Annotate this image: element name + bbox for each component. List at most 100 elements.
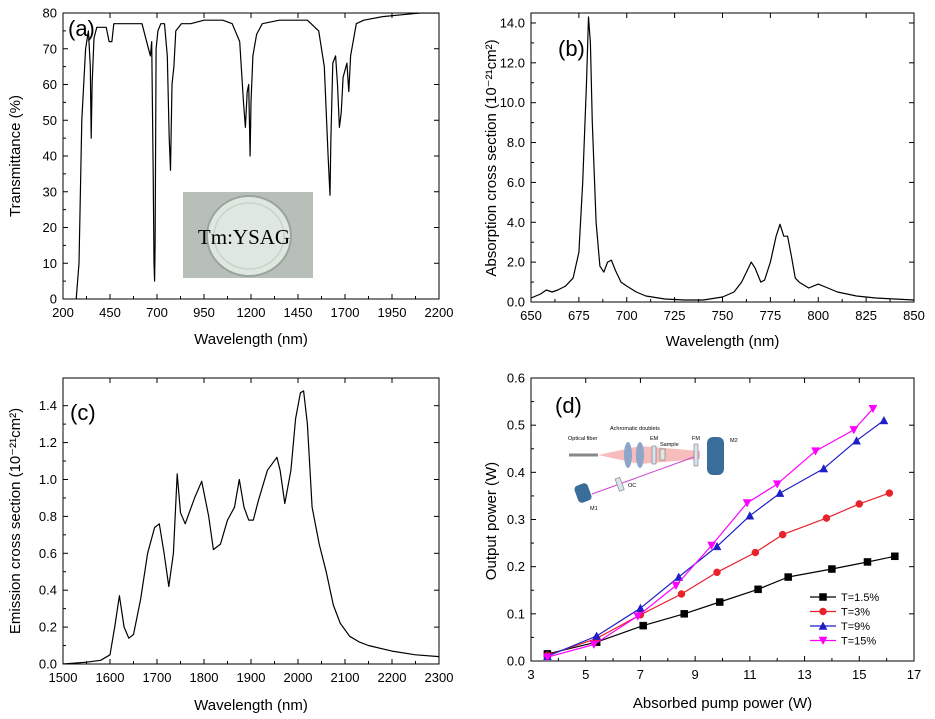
x-tick-label: 17 [907,667,921,682]
setup-label: M2 [730,438,738,444]
data-point [811,447,820,456]
data-point [754,585,762,594]
crystal-disk [206,195,292,277]
y-tick-label: 0.4 [507,465,525,480]
x-tick-label: 1450 [284,305,313,320]
legend-entry: T=1.5% [841,592,879,604]
y-tick-label: 1.4 [39,398,57,413]
y-tick-label: 6.0 [507,175,525,190]
m2-mirror [707,437,724,475]
lens-1 [624,442,632,468]
x-axis-label: Wavelength (nm) [666,333,780,350]
series-line-2 [547,492,890,656]
crystal-label: Tm:YSAG [198,225,290,249]
data-point [592,631,602,640]
legend-marker [819,593,827,601]
y-tick-label: 0.6 [39,546,57,561]
y-tick-label: 8.0 [507,135,525,150]
data-point [639,621,647,630]
data-point [828,565,836,573]
x-tick-label: 15 [852,667,866,682]
legend-marker [819,607,827,616]
fm-mirror [693,443,699,467]
setup-label: M1 [590,506,598,512]
plot-frame [530,377,915,662]
x-tick-label: 2300 [425,670,454,685]
data-point [707,541,716,550]
y-axis-label: Transmittance (%) [7,95,24,217]
x-tick-label: 850 [903,308,925,323]
legend-entry: T=3% [841,607,870,619]
x-tick-label: 3 [527,667,534,682]
x-tick-label: 675 [568,308,590,323]
y-tick-label: 0.3 [507,512,525,527]
y-tick-label: 50 [43,113,57,128]
data-point [712,541,722,551]
series-line-1 [75,13,439,299]
chart-panel-4: 3 5 7 9 11 13 15 17 0.0 0.1 0.2 0.3 0.4 0.5 0.6 Absorbe… [483,371,921,713]
x-tick-label: 2000 [284,670,313,685]
x-tick-label: 825 [855,308,877,323]
x-tick-label: 7 [637,667,644,682]
setup-label: EM [650,436,659,442]
setup-label: Optical fiber [568,436,598,442]
y-tick-label: 0.4 [39,583,57,598]
data-point [589,640,599,650]
x-tick-label: 2200 [378,670,407,685]
data-point [819,464,829,473]
setup-label: Sample [660,442,679,448]
x-tick-label: 13 [797,667,811,682]
y-tick-label: 10 [43,256,57,271]
x-tick-label: 5 [582,667,589,682]
y-tick-label: 0.2 [507,559,525,574]
y-tick-label: 2.0 [507,255,525,270]
sample-crystal [659,448,666,461]
setup-label: OC [628,483,636,489]
data-point [633,612,643,621]
data-point [542,653,552,662]
y-tick-label: 70 [43,41,57,56]
data-point [671,581,681,591]
x-tick-label: 750 [712,308,734,323]
lens-2 [636,442,644,468]
chart-panel-3: 1500 1600 1700 1800 1900 2000 2100 2200 2300 0.0 0… [7,377,454,714]
panel-label: (a) [68,16,95,41]
legend: T=1.5% T=3% T=9% T=15% [810,592,879,648]
y-tick-label: 0.6 [507,371,525,386]
x-tick-label: 1200 [237,305,266,320]
setup-label: Achromatic doublets [610,426,660,432]
y-tick-label: 60 [43,77,57,92]
crystal-photo-inset: Tm:YSAG [183,192,313,278]
y-tick-label: 14.0 [500,15,525,30]
y-axis-label: Emission cross section (10⁻²¹cm²) [7,408,24,634]
y-tick-label: 0.8 [39,509,57,524]
setup-diagram-inset: Optical fiber Achromatic doublets EMSample… [568,426,738,512]
y-tick-label: 1.0 [39,472,57,487]
y-tick-label: 20 [43,220,57,235]
data-point [849,426,859,435]
em-mirror [651,445,657,465]
m1-mirror [574,483,592,503]
y-tick-label: 0.0 [39,657,57,672]
laser-path [591,456,695,495]
x-axis-label: Wavelength (nm) [194,697,308,714]
x-axis-label: Wavelength (nm) [194,331,308,348]
series-line-1 [63,390,439,664]
x-tick-label: 1500 [49,670,78,685]
plot-frame [62,377,440,665]
x-tick-label: 1800 [190,670,219,685]
data-point [778,530,787,539]
data-point [868,404,878,414]
y-tick-label: 80 [43,6,57,21]
x-tick-label: 9 [692,667,699,682]
data-point [674,572,684,581]
x-tick-label: 725 [664,308,686,323]
legend-marker [818,636,828,646]
x-tick-label: 2200 [425,305,454,320]
legend-marker [818,621,828,630]
legend-entry: T=15% [841,636,876,648]
x-tick-label: 950 [193,305,215,320]
y-tick-label: 0.2 [39,620,57,635]
pump-beam [598,446,700,464]
